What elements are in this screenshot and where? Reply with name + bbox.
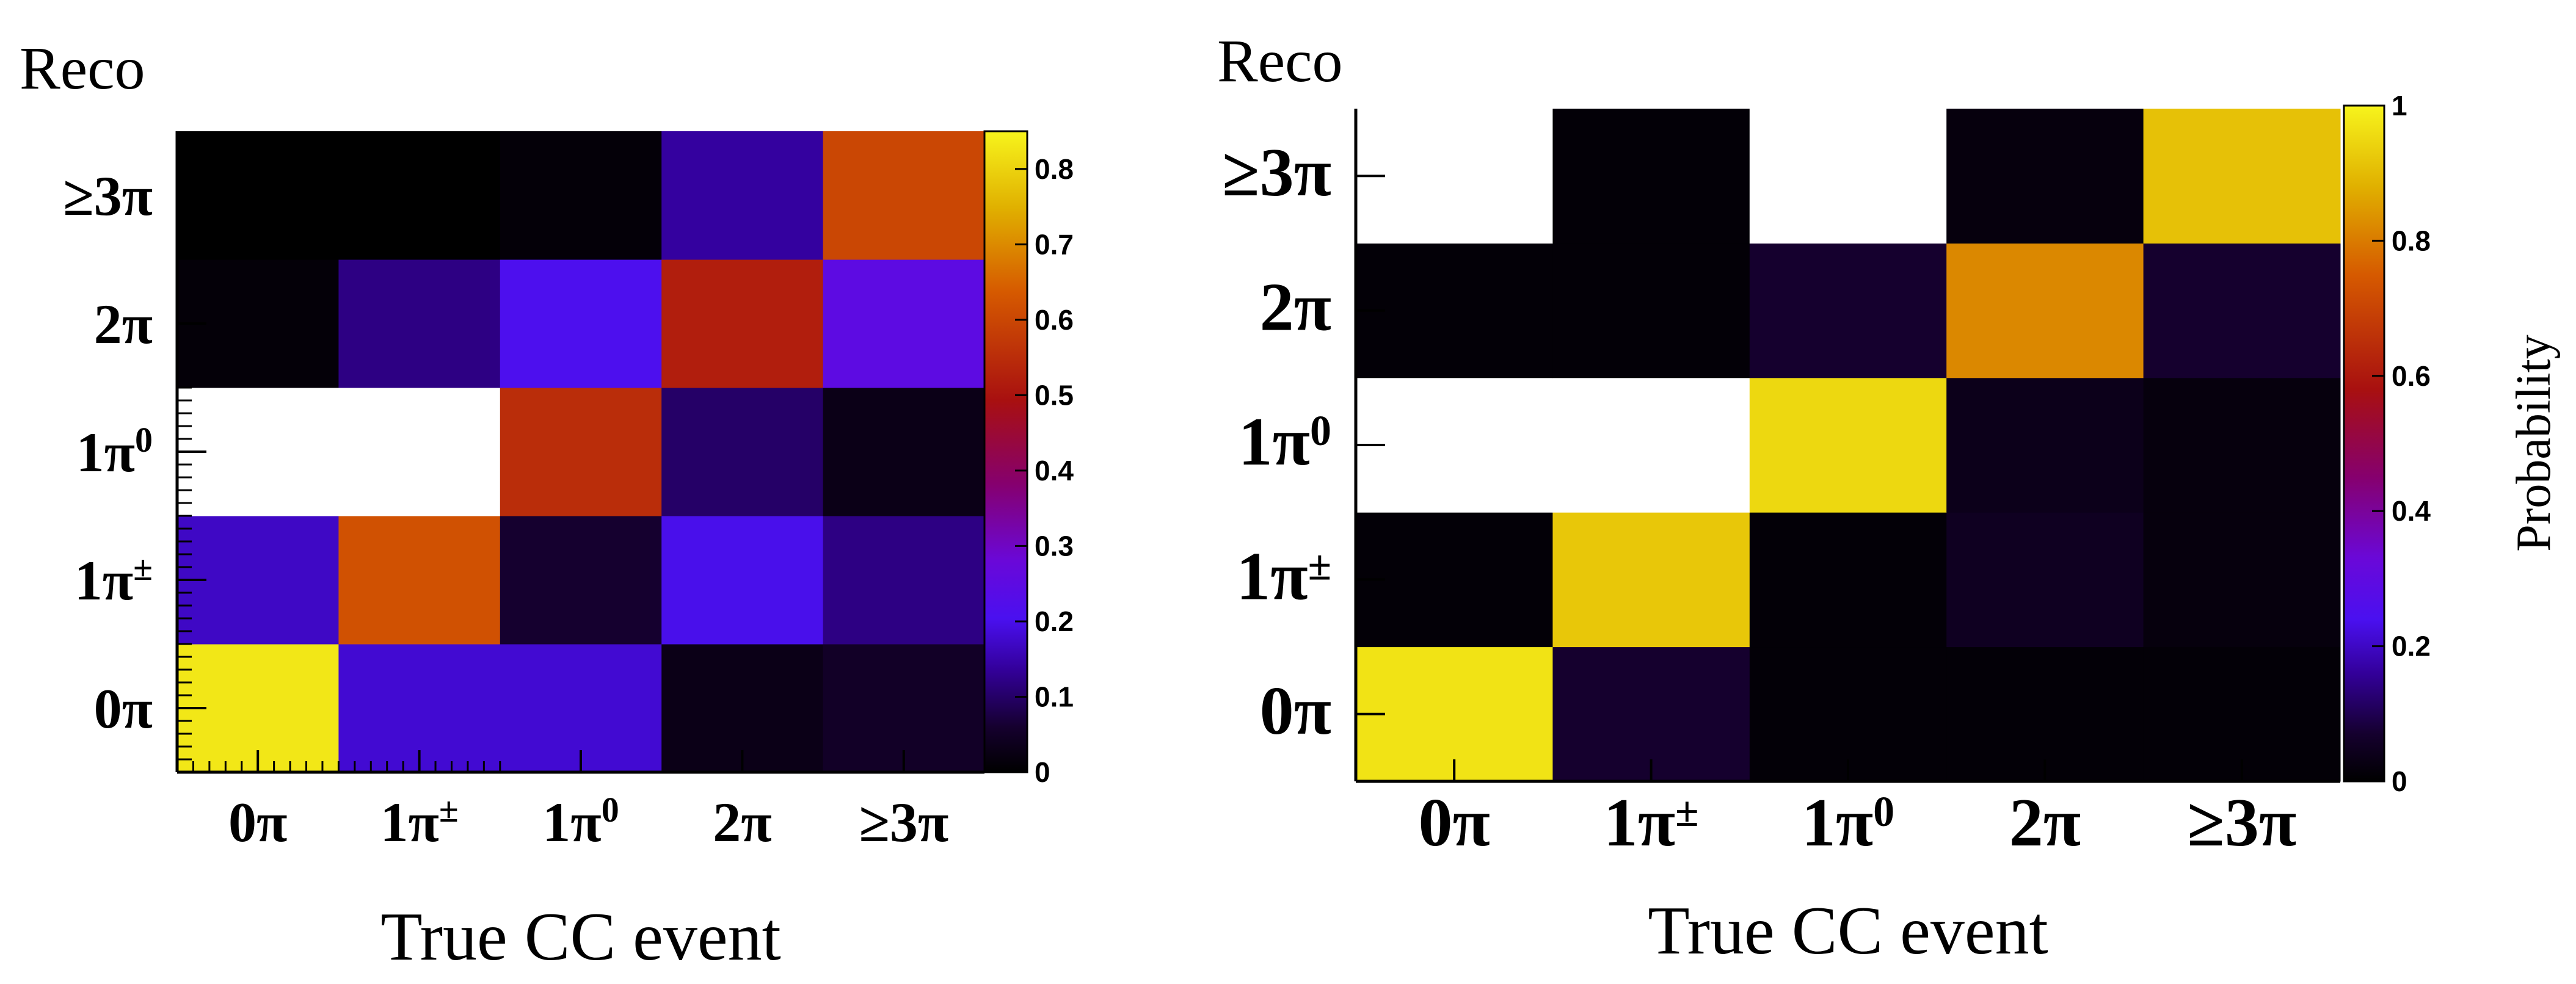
heatmap-cell-r2-c0: [1356, 377, 1553, 513]
colorbar-tick-label: 0.8: [2392, 225, 2431, 256]
heatmap-cell-r2-c1: [1552, 377, 1750, 513]
heatmap-cell-r4-c4: [823, 131, 985, 260]
heatmap-cell-r1-c2: [1749, 512, 1947, 648]
colorbar-frame: [2343, 104, 2385, 783]
colorbar-title: Probability: [2507, 335, 2561, 552]
y-tick-label: 1π±: [75, 548, 153, 612]
heatmap-cell-r2-c4: [823, 388, 985, 516]
heatmap-right: 0π 1π± 1π0 2π ≥3π 0π 1π± 1π0 2π ≥3π Reco True CC ev…: [1217, 27, 2561, 969]
x-tick-label: 0π: [228, 791, 287, 853]
heatmap-cell-r3-c4: [2143, 243, 2341, 378]
colorbar: [2344, 106, 2384, 781]
heatmap-cell-r3-c4: [823, 259, 985, 388]
colorbar-tick-label: 0: [2392, 765, 2407, 797]
heatmap-cell-r4-c0: [1356, 109, 1553, 244]
heatmap-cell-r2-c3: [661, 388, 824, 516]
x-tick-label: 1π±: [1604, 785, 1699, 861]
heatmap-cell-r2-c2: [500, 388, 662, 516]
heatmap-cell-r2-c4: [2143, 377, 2341, 513]
heatmap-cell-r1-c1: [338, 516, 501, 645]
colorbar-tick-label: 0.3: [1035, 530, 1074, 562]
heatmap-cell-r4-c3: [1946, 109, 2144, 244]
heatmap-left: 0π 1π± 1π0 2π ≥3π 0π 1π± 1π0 2π ≥3π Reco True CC ev…: [20, 34, 1074, 975]
x-tick-label: 2π: [2009, 785, 2081, 861]
heatmap-cell-r0-c0: [1356, 646, 1553, 782]
x-tick-label: 1π0: [1802, 785, 1894, 861]
y-tick-label: ≥3π: [63, 165, 153, 227]
heatmap-cell-r3-c2: [1749, 243, 1947, 378]
y-axis-title: Reco: [1217, 27, 1342, 95]
colorbar-tick-label: 0.6: [1035, 304, 1074, 336]
colorbar-frame: [983, 130, 1028, 773]
x-tick-label: 1π±: [380, 790, 458, 853]
y-tick-label: ≥3π: [1222, 135, 1331, 211]
y-tick-label: 0π: [1260, 673, 1331, 749]
colorbar-tick-label: 0: [1035, 756, 1050, 788]
heatmap-cell-r4-c1: [338, 131, 501, 260]
colorbar-tick-label: 0.6: [2392, 360, 2431, 392]
colorbar-tick-label: 0.4: [2392, 495, 2431, 527]
heatmap-cell-r3-c3: [1946, 243, 2144, 378]
heatmap-cell-r3-c2: [500, 259, 662, 388]
heatmap-cell-r1-c3: [1946, 512, 2144, 648]
heatmap-cell-r4-c3: [661, 131, 824, 260]
heatmap-cell-r0-c1: [1552, 646, 1750, 782]
y-axis-title: Reco: [20, 34, 145, 102]
heatmap-cell-r4-c4: [2143, 109, 2341, 244]
heatmap-cell-r2-c1: [338, 388, 501, 516]
x-tick-label: ≥3π: [2187, 785, 2296, 861]
heatmap-cell-r0-c3: [1946, 646, 2144, 782]
x-tick-label: 2π: [713, 791, 771, 853]
heatmap-cell-r1-c4: [2143, 512, 2341, 648]
colorbar-tick-label: 0.8: [1035, 153, 1074, 185]
heatmap-cell-r4-c2: [500, 131, 662, 260]
colorbar-tick-label: 0.7: [1035, 228, 1074, 260]
y-tick-label: 1π±: [1236, 538, 1331, 614]
x-axis-title: True CC event: [1648, 893, 2048, 969]
colorbar: [984, 131, 1027, 772]
heatmap-cell-r2-c3: [1946, 377, 2144, 513]
colorbar-tick-label: 0.4: [1035, 455, 1074, 487]
heatmap-cell-r3-c1: [1552, 243, 1750, 378]
y-tick-label: 2π: [1260, 270, 1331, 345]
heatmap-cell-r3-c1: [338, 259, 501, 388]
colorbar-tick-label: 0.1: [1035, 681, 1074, 712]
x-tick-label: ≥3π: [859, 791, 948, 853]
y-tick-label: 1π0: [1239, 404, 1331, 480]
colorbar-tick-label: 0.2: [1035, 606, 1074, 637]
heatmap-cell-r2-c2: [1749, 377, 1947, 513]
heatmap-cell-r3-c0: [1356, 243, 1553, 378]
heatmap-cell-r1-c1: [1552, 512, 1750, 648]
colorbar-tick-label: 1: [2392, 90, 2407, 121]
colorbar-tick-label: 0.5: [1035, 379, 1074, 411]
heatmap-cell-r0-c4: [2143, 646, 2341, 782]
heatmap-cell-r1-c2: [500, 516, 662, 645]
heatmap-cell-r0-c2: [1749, 646, 1947, 782]
y-tick-label: 1π0: [76, 420, 153, 483]
heatmap-cell-r1-c3: [661, 516, 824, 645]
y-tick-label: 0π: [94, 678, 153, 740]
heatmap-cell-r3-c3: [661, 259, 824, 388]
colorbar-tick-label: 0.2: [2392, 631, 2431, 662]
y-tick-label: 2π: [94, 293, 153, 355]
heatmap-cell-r4-c2: [1749, 109, 1947, 244]
x-tick-label: 0π: [1419, 785, 1490, 861]
x-tick-label: 1π0: [542, 790, 619, 853]
heatmap-cell-r1-c0: [1356, 512, 1553, 648]
heatmap-cell-r4-c1: [1552, 109, 1750, 244]
x-axis-title: True CC event: [380, 899, 780, 975]
heatmap-cell-r1-c4: [823, 516, 985, 645]
